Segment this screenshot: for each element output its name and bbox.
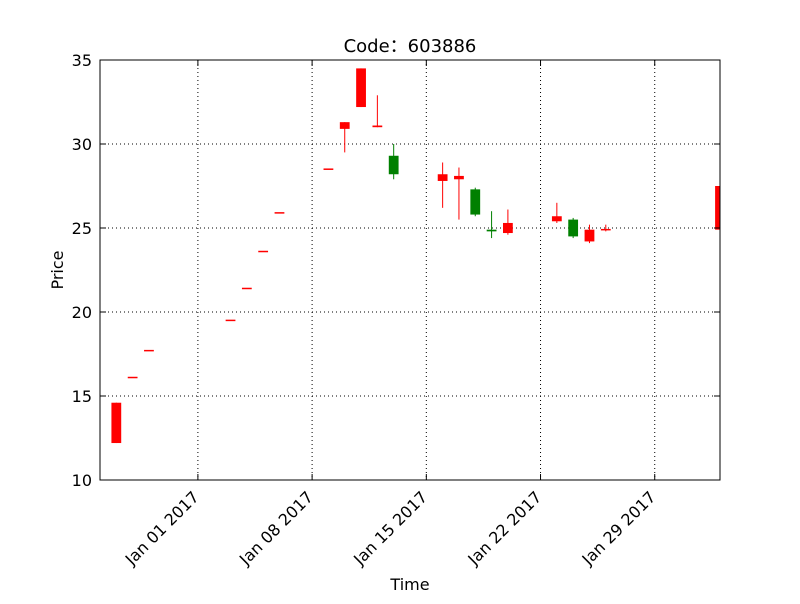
y-tick-label: 30 xyxy=(72,135,92,154)
candles xyxy=(111,68,720,444)
candle-body xyxy=(388,155,399,175)
candle xyxy=(551,202,562,223)
candle-body xyxy=(715,186,720,230)
x-axis-label: Time xyxy=(389,575,429,594)
grid xyxy=(100,60,720,480)
candle-body xyxy=(470,189,481,215)
candle xyxy=(715,186,720,230)
y-tick-label: 25 xyxy=(72,219,92,238)
y-tick-label: 20 xyxy=(72,303,92,322)
y-tick-label: 10 xyxy=(72,471,92,490)
candle-body xyxy=(437,174,448,181)
candle-body xyxy=(584,229,595,242)
chart-title: Code：603886 xyxy=(344,36,477,57)
candle xyxy=(388,144,399,180)
y-axis-label: Price xyxy=(48,250,67,289)
candle xyxy=(584,224,595,244)
candle xyxy=(600,224,611,232)
candle xyxy=(356,68,366,108)
candle-body xyxy=(111,402,122,444)
candle-body xyxy=(356,68,366,108)
candle xyxy=(372,95,383,128)
candle xyxy=(568,217,579,239)
candle xyxy=(470,187,481,217)
candle-body xyxy=(551,216,562,222)
candle-body xyxy=(339,122,350,129)
candle-body xyxy=(503,222,513,234)
candle xyxy=(454,167,464,220)
candle xyxy=(486,211,497,239)
candle-body xyxy=(568,219,579,237)
candle xyxy=(111,402,122,444)
candle xyxy=(437,162,448,208)
candle-body xyxy=(454,175,464,180)
candle xyxy=(339,122,350,153)
candle-body xyxy=(486,229,497,232)
y-tick-label: 15 xyxy=(72,387,92,406)
y-tick-label: 35 xyxy=(72,51,92,70)
candle-body xyxy=(372,125,383,128)
plot-frame xyxy=(99,59,721,481)
candle xyxy=(503,209,513,235)
